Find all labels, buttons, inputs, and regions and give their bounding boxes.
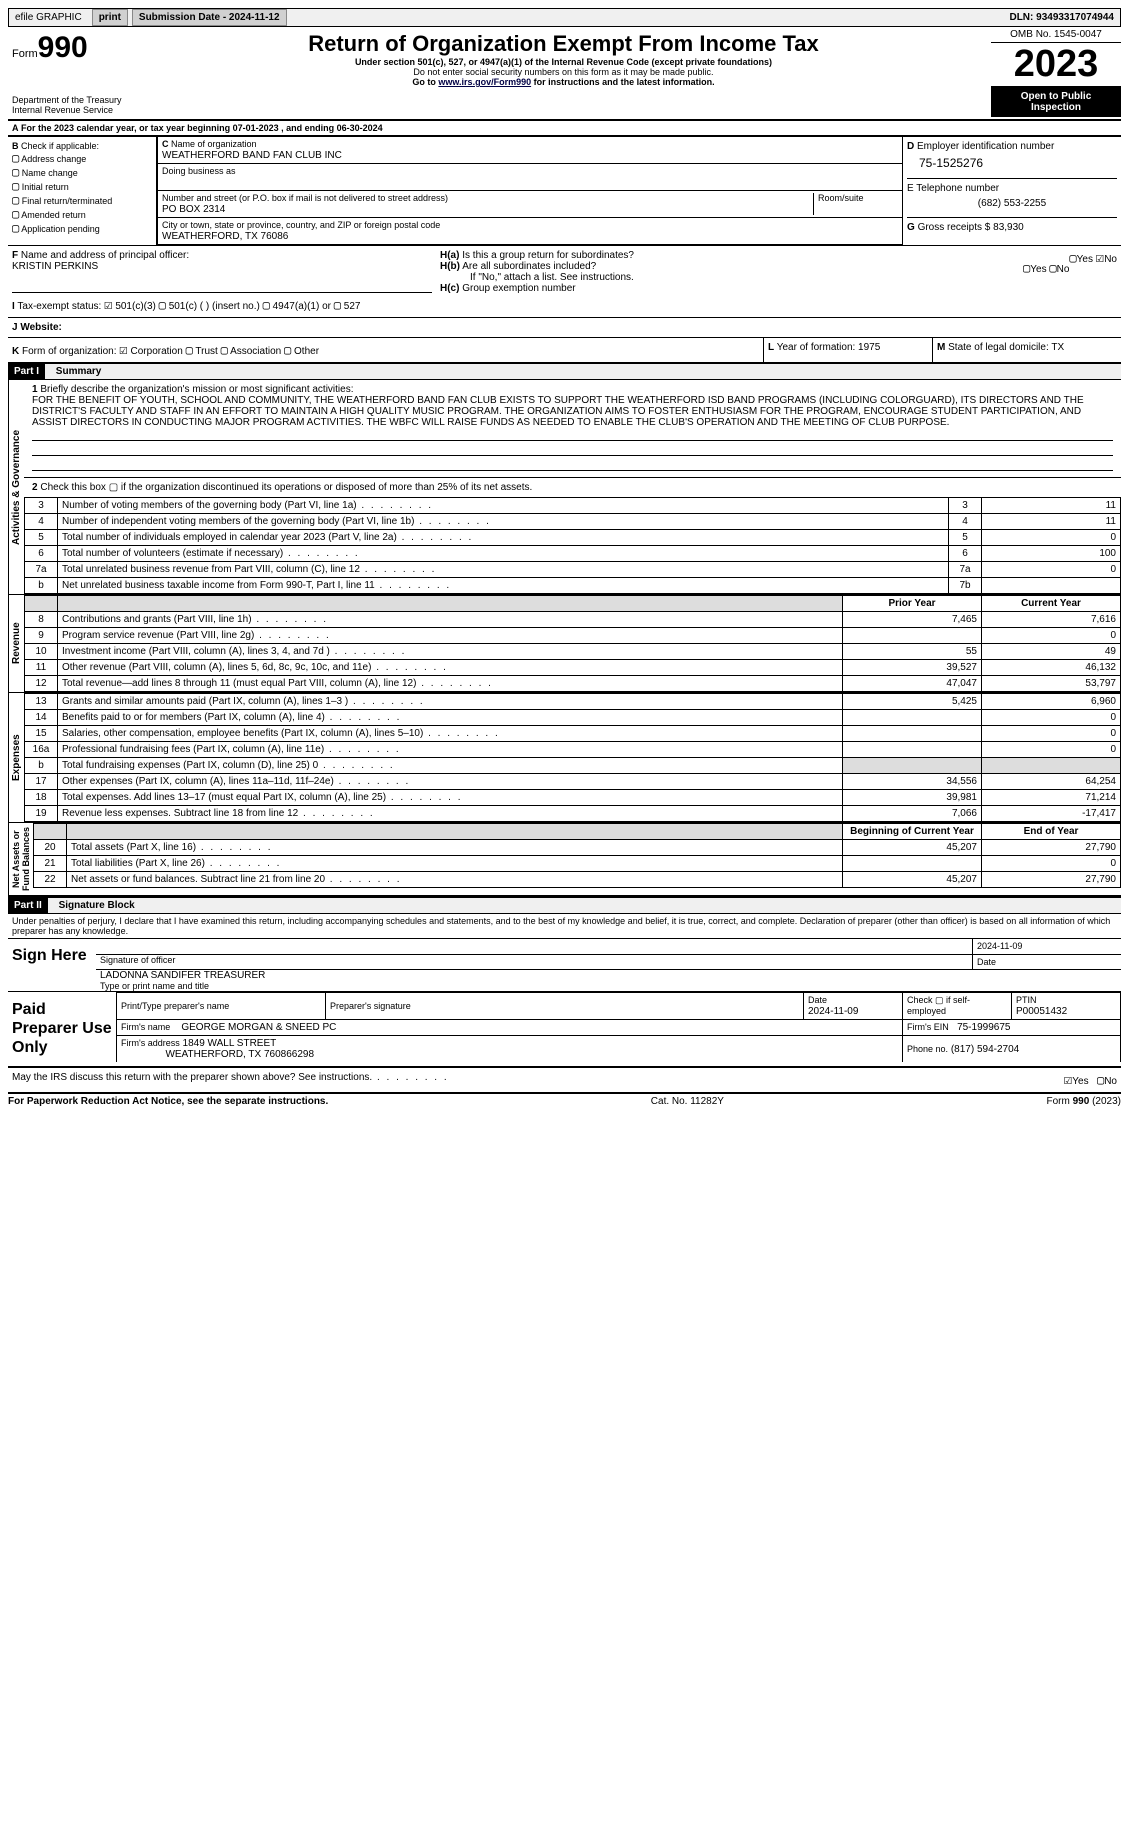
gross-receipts: 83,930	[993, 222, 1024, 233]
subtitle-3: Go to www.irs.gov/Form990 for instructio…	[140, 77, 987, 87]
cb-501c[interactable]: ▢	[159, 298, 166, 312]
sign-here-row: Sign Here 2024-11-09 Signature of office…	[8, 939, 1121, 992]
irs-link[interactable]: www.irs.gov/Form990	[438, 77, 531, 87]
street: PO BOX 2314	[162, 204, 225, 215]
cb-trust[interactable]: ▢	[186, 343, 193, 357]
netassets-table: Beginning of Current YearEnd of Year 20T…	[33, 823, 1121, 888]
hb-no[interactable]: ▢	[1049, 261, 1056, 275]
cb-4947[interactable]: ▢	[263, 298, 270, 312]
dept-label: Department of the Treasury Internal Reve…	[12, 95, 132, 115]
efile-label: efile GRAPHIC	[9, 10, 88, 25]
mission-block: 1 Briefly describe the organization's mi…	[24, 380, 1121, 478]
gov-label: Activities & Governance	[8, 380, 24, 594]
firm-name: GEORGE MORGAN & SNEED PC	[181, 1022, 336, 1033]
cb-corp[interactable]: ☑	[119, 342, 127, 358]
part1-header: Part I Summary	[8, 362, 1121, 380]
cb-initial[interactable]: ▢	[12, 179, 19, 193]
discuss-row: May the IRS discuss this return with the…	[8, 1067, 1121, 1094]
footer: For Paperwork Reduction Act Notice, see …	[8, 1094, 1121, 1109]
form-title: Return of Organization Exempt From Incom…	[140, 31, 987, 57]
top-bar: efile GRAPHIC print Submission Date - 20…	[8, 8, 1121, 27]
section-fh: F Name and address of principal officer:…	[8, 245, 1121, 317]
gov-table: 3Number of voting members of the governi…	[24, 497, 1121, 594]
omb-number: OMB No. 1545-0047	[991, 27, 1121, 43]
penalties-text: Under penalties of perjury, I declare th…	[8, 914, 1121, 939]
cb-address[interactable]: ▢	[12, 151, 19, 165]
cb-amended[interactable]: ▢	[12, 207, 19, 221]
form-number: Form990	[12, 31, 132, 65]
officer-sig: LADONNA SANDIFER TREASURER	[96, 970, 1121, 981]
cb-527[interactable]: ▢	[334, 298, 341, 312]
firm-phone: (817) 594-2704	[951, 1044, 1019, 1055]
cb-other[interactable]: ▢	[284, 343, 291, 357]
ein: 75-1525276	[919, 156, 1117, 170]
subtitle-1: Under section 501(c), 527, or 4947(a)(1)…	[140, 57, 987, 67]
line-a: A For the 2023 calendar year, or tax yea…	[8, 121, 1121, 136]
ptin: P00051432	[1016, 1006, 1067, 1017]
col-b: B Check if applicable: ▢ Address change …	[8, 137, 157, 245]
net-label: Net Assets or Fund Balances	[8, 823, 33, 895]
form-header: Form990 Department of the Treasury Inter…	[8, 27, 1121, 121]
part2-header: Part II Signature Block	[8, 896, 1121, 914]
cb-final[interactable]: ▢	[12, 193, 19, 207]
open-public: Open to Public Inspection	[991, 87, 1121, 117]
org-name: WEATHERFORD BAND FAN CLUB INC	[162, 150, 342, 161]
rev-label: Revenue	[8, 595, 24, 692]
col-c: C Name of organization WEATHERFORD BAND …	[157, 137, 903, 245]
firm-ein: 75-1999675	[957, 1022, 1010, 1033]
paid-preparer-row: Paid Preparer Use Only Print/Type prepar…	[8, 992, 1121, 1067]
cb-501c3[interactable]: ☑	[104, 297, 112, 313]
cb-name[interactable]: ▢	[12, 165, 19, 179]
ha-no[interactable]: ☑	[1096, 250, 1104, 266]
cb-assoc[interactable]: ▢	[221, 343, 228, 357]
exp-label: Expenses	[8, 693, 24, 822]
ha-yes[interactable]: ▢	[1069, 251, 1076, 265]
print-button[interactable]: print	[92, 9, 128, 26]
phone: (682) 553-2255	[907, 198, 1117, 209]
expenses-table: 13Grants and similar amounts paid (Part …	[24, 693, 1121, 822]
subtitle-2: Do not enter social security numbers on …	[140, 67, 987, 77]
officer-name: KRISTIN PERKINS	[12, 261, 98, 272]
city: WEATHERFORD, TX 76086	[162, 231, 288, 242]
col-de: D Employer identification number 75-1525…	[903, 137, 1121, 245]
tax-year: 2023	[991, 43, 1121, 87]
dln: DLN: 93493317074944	[1003, 10, 1120, 25]
submission-date: Submission Date - 2024-11-12	[132, 9, 287, 26]
revenue-table: Prior YearCurrent Year 8Contributions an…	[24, 595, 1121, 692]
section-bcde: B Check if applicable: ▢ Address change …	[8, 136, 1121, 245]
sig-date: 2024-11-09	[972, 939, 1121, 954]
cb-pending[interactable]: ▢	[12, 221, 19, 235]
